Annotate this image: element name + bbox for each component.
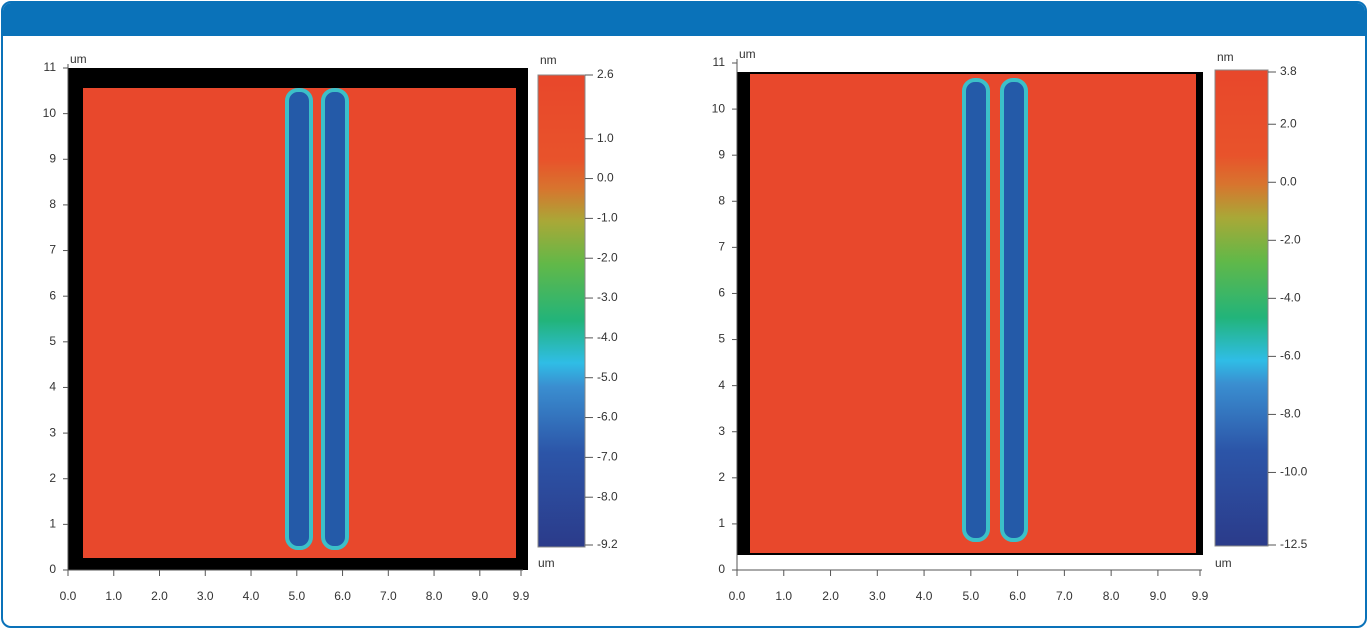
- y-tick-label: 6: [49, 288, 56, 302]
- y-tick-label: 8: [49, 197, 56, 211]
- y-tick-label: 8: [718, 193, 725, 207]
- colorbar-tick-label: -6.0: [597, 410, 618, 424]
- colorbar-tick-label: -3.0: [597, 290, 618, 304]
- x-axis-label: um: [1215, 556, 1232, 570]
- x-tick-label: 0.0: [60, 589, 77, 603]
- x-tick-label: 6.0: [334, 589, 351, 603]
- y-tick-label: 1: [718, 516, 725, 530]
- colorbar-tick-label: 0.0: [1280, 174, 1297, 188]
- y-axis-label: um: [70, 52, 87, 66]
- x-tick-label: 3.0: [197, 589, 214, 603]
- y-tick-label: 0: [718, 562, 725, 576]
- x-tick-label: 9.9: [513, 589, 530, 603]
- colorbar-tick-label: 3.8: [1280, 64, 1297, 78]
- header-bar: [3, 3, 1365, 36]
- colorbar-tick-label: -8.0: [1280, 407, 1301, 421]
- y-tick-label: 5: [49, 334, 56, 348]
- x-tick-label: 8.0: [426, 589, 443, 603]
- x-tick-label: 4.0: [916, 589, 933, 603]
- colorbar-tick-label: -2.0: [597, 250, 618, 264]
- colorbar-tick-label: -8.0: [597, 489, 618, 503]
- y-tick-label: 10: [712, 101, 726, 115]
- x-tick-label: 9.0: [471, 589, 488, 603]
- x-tick-label: 4.0: [243, 589, 260, 603]
- x-tick-label: 9.0: [1150, 589, 1167, 603]
- x-tick-label: 2.0: [151, 589, 168, 603]
- y-tick-label: 5: [718, 332, 725, 346]
- colorbar-tick-label: -1.0: [597, 211, 618, 225]
- y-tick-label: 9: [49, 151, 56, 165]
- colorbar-tick-label: 2.0: [1280, 116, 1297, 130]
- x-tick-label: 8.0: [1103, 589, 1120, 603]
- heatmap-left: [68, 68, 528, 570]
- x-tick-label: 0.0: [729, 589, 746, 603]
- x-tick-label: 5.0: [288, 589, 305, 603]
- y-tick-label: 0: [49, 562, 56, 576]
- x-tick-label: 2.0: [822, 589, 839, 603]
- colorbar-tick-label: 1.0: [597, 131, 614, 145]
- colorbar-tick-label: -4.0: [1280, 291, 1301, 305]
- colorbar-label: nm: [1217, 50, 1234, 64]
- y-tick-label: 9: [718, 147, 725, 161]
- x-tick-label: 9.9: [1192, 589, 1209, 603]
- y-tick-label: 10: [43, 106, 57, 120]
- y-tick-label: 4: [49, 380, 56, 394]
- colorbar-tick-label: -10.0: [1280, 465, 1308, 479]
- colorbar-tick-label: 0.0: [597, 171, 614, 185]
- y-tick-label: 2: [49, 471, 56, 485]
- y-tick-label: 11: [713, 55, 726, 69]
- colorbar-tick-label: -6.0: [1280, 349, 1301, 363]
- colorbar-tick-label: -5.0: [597, 370, 618, 384]
- y-tick-label: 7: [49, 243, 56, 257]
- colorbar: [1214, 69, 1269, 547]
- heatmap-right: [737, 72, 1203, 555]
- colorbar: [537, 74, 586, 548]
- y-tick-label: 3: [49, 425, 56, 439]
- x-tick-label: 1.0: [105, 589, 122, 603]
- x-axis-label: um: [538, 556, 555, 570]
- y-axis-label: um: [739, 47, 756, 61]
- x-tick-label: 6.0: [1009, 589, 1026, 603]
- colorbar-tick-label: 2.6: [597, 67, 614, 81]
- colorbar-tick-label: -4.0: [597, 330, 618, 344]
- colorbar-tick-label: -12.5: [1280, 537, 1308, 551]
- y-tick-label: 11: [44, 60, 57, 74]
- y-tick-label: 7: [718, 240, 725, 254]
- y-tick-label: 1: [49, 517, 56, 531]
- colorbar-label: nm: [540, 53, 557, 67]
- x-tick-label: 5.0: [962, 589, 979, 603]
- x-tick-label: 1.0: [775, 589, 792, 603]
- y-tick-label: 2: [718, 470, 725, 484]
- colorbar-tick-label: -2.0: [1280, 232, 1301, 246]
- colorbar-tick-label: -7.0: [597, 450, 618, 464]
- x-tick-label: 3.0: [869, 589, 886, 603]
- colorbar-tick-label: -9.2: [597, 537, 618, 551]
- x-tick-label: 7.0: [1056, 589, 1073, 603]
- x-tick-label: 7.0: [380, 589, 397, 603]
- y-tick-label: 3: [718, 424, 725, 438]
- y-tick-label: 4: [718, 378, 725, 392]
- y-tick-label: 6: [718, 286, 725, 300]
